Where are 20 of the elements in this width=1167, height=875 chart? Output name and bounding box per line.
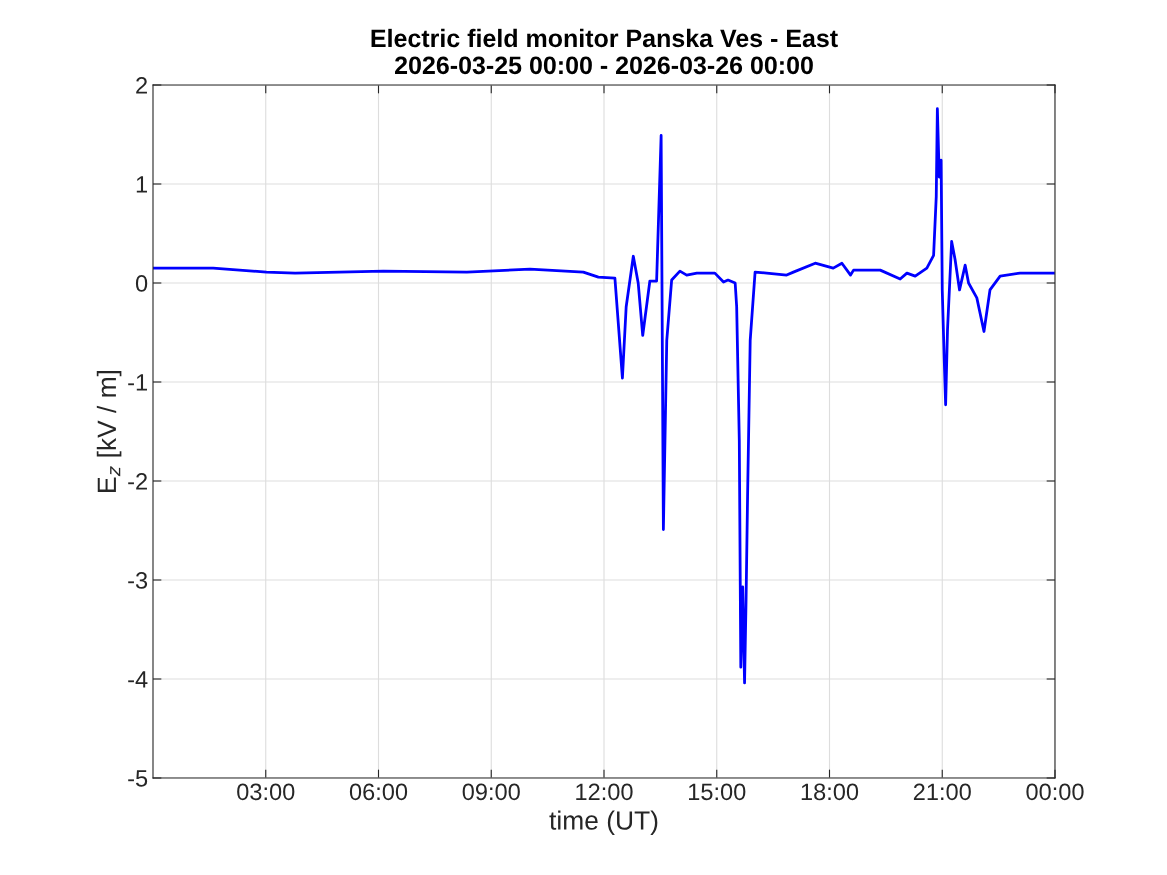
- y-tick-label: -1: [128, 374, 147, 391]
- x-axis-title: time (UT): [549, 810, 658, 836]
- y-tick-label: -3: [128, 572, 148, 589]
- x-tick-label: 00:00: [1026, 783, 1084, 801]
- x-tick-label: 15:00: [689, 783, 746, 801]
- y-tick-label: 0: [135, 275, 148, 292]
- y-tick-label: -4: [128, 671, 148, 688]
- chart-title: Electric field monitor Panska Ves - East 2026-03-25 00:00 - 2026-03-26 00:00: [371, 28, 838, 75]
- line-series: [153, 107, 1055, 685]
- y-tick-label: -5: [128, 770, 148, 787]
- x-tick-label: 21:00: [913, 783, 971, 801]
- x-tick-label: 18:00: [801, 783, 859, 801]
- x-tick-label: 06:00: [349, 783, 408, 801]
- x-tick-label: 09:00: [462, 783, 520, 801]
- x-tick-label: 03:00: [237, 783, 295, 801]
- y-tick-label: 1: [136, 176, 147, 193]
- y-axis-title: E$_{z}$ [kV / m]: [96, 370, 122, 492]
- y-tick-label: 2: [136, 77, 147, 94]
- x-tick-label: 12:00: [576, 783, 633, 801]
- y-tick-label: -2: [128, 473, 147, 490]
